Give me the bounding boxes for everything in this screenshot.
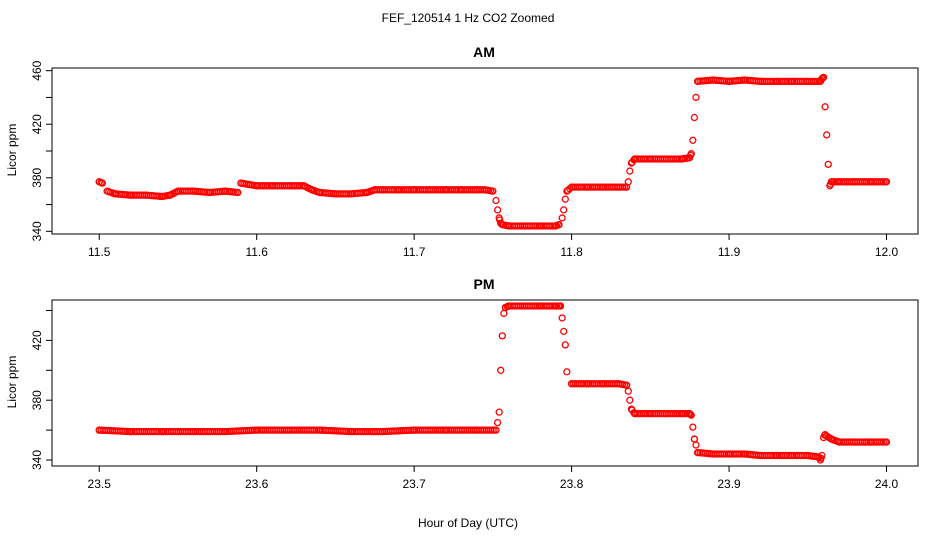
am-data-point — [492, 196, 500, 205]
am-data-point — [561, 195, 569, 203]
am-ytick-label: 460 — [30, 60, 44, 80]
am-data-point — [560, 206, 568, 214]
am-data-point — [233, 188, 241, 197]
am-xtick-label: 11.8 — [560, 245, 583, 259]
am-data-point — [626, 167, 634, 175]
pm-data-point — [881, 438, 889, 446]
figure-xlabel: Hour of Day (UTC) — [418, 516, 518, 530]
am-data-point — [686, 151, 695, 159]
pm-ytick-label: 380 — [30, 390, 44, 410]
pm-data-point — [561, 341, 569, 349]
am-axes: 11.5 11.6 11.7 11.8 11.9 12.0 340 380 420 460 — [30, 60, 899, 259]
pm-data-point — [624, 387, 632, 395]
am-ytick-label: 420 — [30, 114, 44, 134]
pm-ylabel: Licor ppm — [5, 356, 19, 409]
figure-title: FEF_120514 1 Hz CO2 Zoomed — [382, 11, 555, 25]
pm-data-point — [563, 368, 571, 376]
pm-ytick-label: 340 — [30, 450, 44, 470]
am-data-point — [819, 74, 827, 82]
am-xtick-label: 11.5 — [88, 245, 111, 259]
am-points — [95, 73, 891, 230]
am-data-point — [558, 214, 566, 222]
pm-data-point — [686, 410, 695, 419]
am-data-point — [493, 206, 502, 214]
pm-plot-frame — [51, 299, 919, 467]
am-plot-frame — [51, 67, 919, 235]
pm-axes: 23.5 23.6 23.7 23.8 23.9 24.0 340 380 420 — [30, 309, 899, 491]
pm-data-point — [500, 309, 508, 318]
am-data-point — [824, 160, 832, 169]
am-data-point — [496, 216, 504, 224]
am-data-point — [692, 93, 700, 102]
pm-data-point — [490, 426, 498, 434]
am-panel-title: AM — [473, 44, 495, 60]
am-data-point — [821, 103, 829, 111]
am-ylabel: Licor ppm — [5, 124, 19, 177]
pm-data-point — [817, 454, 825, 462]
pm-panel: PM Licor ppm 23.5 23.6 23.7 23.8 23.9 24.0 340… — [5, 276, 919, 491]
pm-data-point — [558, 314, 566, 322]
pm-data-point — [626, 396, 634, 404]
am-data-point — [488, 187, 496, 195]
pm-data-point — [622, 381, 631, 389]
pm-data-point — [689, 423, 697, 431]
am-data-point — [554, 221, 563, 229]
pm-xtick-label: 23.8 — [560, 477, 584, 491]
pm-xtick-label: 23.6 — [245, 477, 269, 491]
pm-data-point — [560, 327, 568, 336]
am-data-point — [97, 178, 105, 187]
am-xtick-label: 12.0 — [875, 245, 899, 259]
pm-data-point — [495, 408, 503, 416]
pm-xtick-label: 23.9 — [717, 477, 741, 491]
am-ytick-label: 340 — [30, 221, 44, 241]
am-ytick-label: 380 — [30, 167, 44, 187]
pm-xtick-label: 24.0 — [875, 477, 899, 491]
pm-data-point — [498, 332, 506, 340]
pm-xtick-label: 23.7 — [402, 477, 426, 491]
am-data-point — [881, 178, 889, 186]
pm-panel-title: PM — [474, 276, 495, 292]
pm-data-point — [690, 435, 699, 443]
pm-data-point — [556, 302, 564, 310]
am-data-point — [622, 183, 631, 191]
pm-xtick-label: 23.5 — [88, 477, 112, 491]
am-xtick-label: 11.7 — [403, 245, 426, 259]
am-xtick-label: 11.6 — [245, 245, 268, 259]
pm-data-point — [497, 366, 505, 374]
am-panel: AM Licor ppm 11.5 11.6 11.7 11.8 11.9 12.0 340… — [5, 44, 919, 259]
am-xtick-label: 11.9 — [718, 245, 741, 259]
am-data-point — [690, 113, 699, 122]
pm-data-point — [493, 418, 502, 427]
am-data-point — [823, 131, 831, 139]
pm-points — [95, 302, 891, 464]
pm-ytick-label: 420 — [30, 330, 44, 350]
am-data-point — [689, 136, 697, 144]
pm-data-point — [692, 441, 700, 449]
